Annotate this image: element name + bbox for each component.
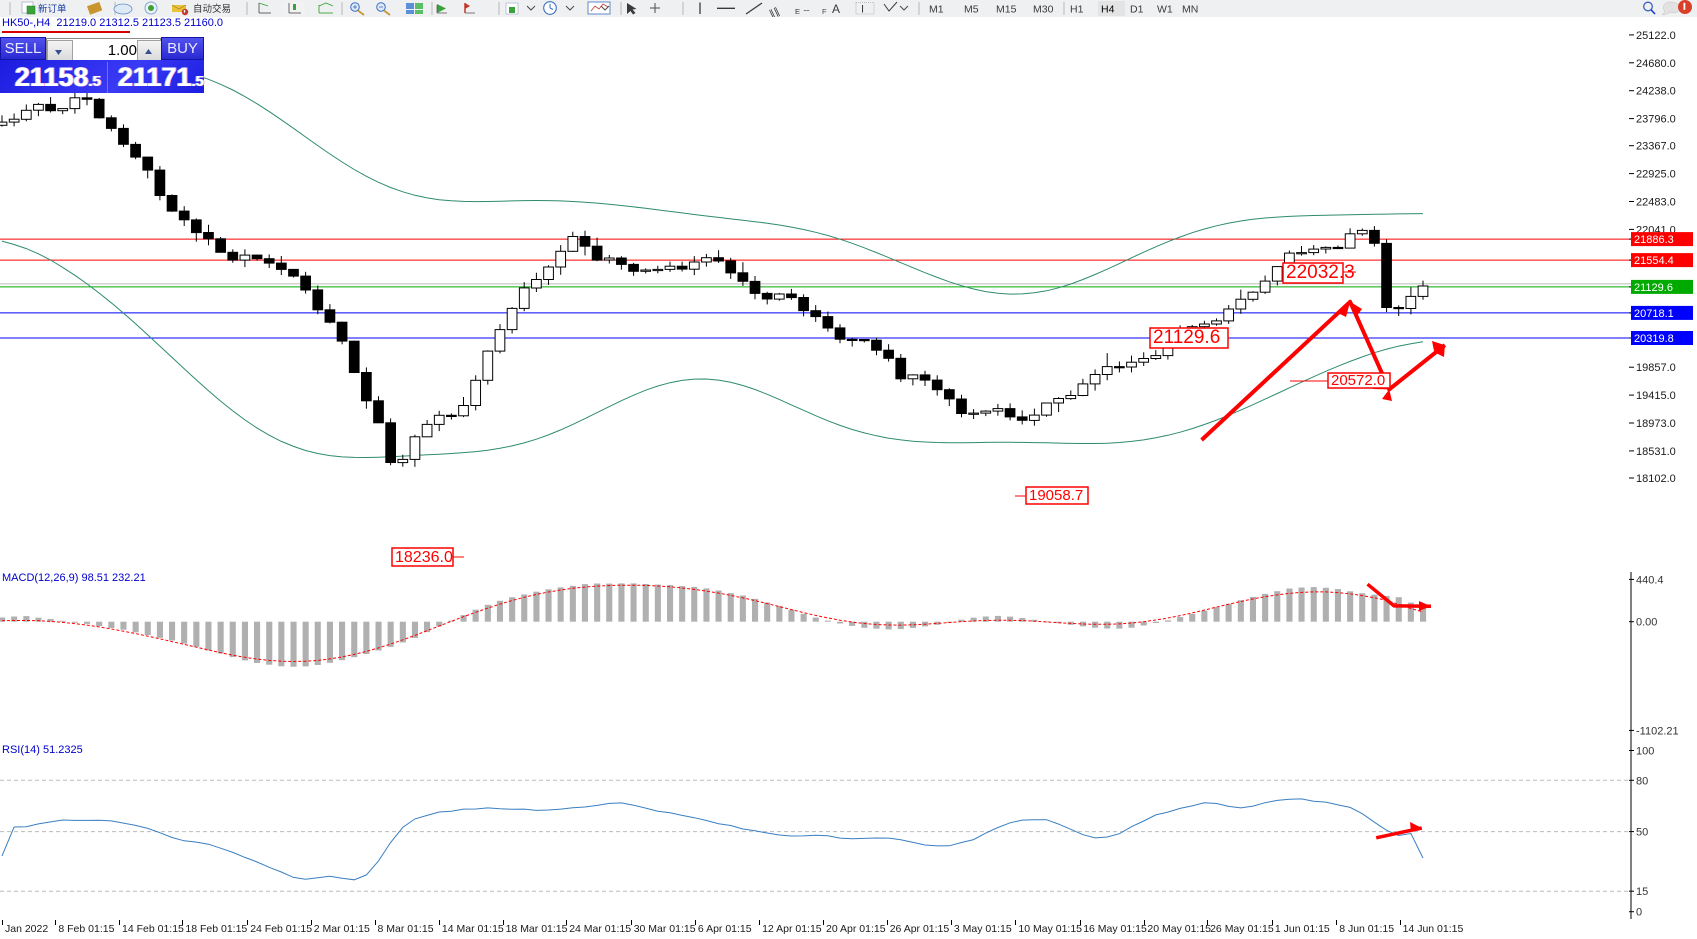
svg-text:-1102.21: -1102.21	[1636, 725, 1679, 737]
svg-text:21129.6: 21129.6	[1153, 327, 1220, 348]
svg-text:23796.0: 23796.0	[1636, 114, 1676, 126]
svg-text:19058.7: 19058.7	[1029, 487, 1083, 504]
svg-text:H4: H4	[1101, 4, 1115, 16]
svg-text:80: 80	[1636, 775, 1648, 787]
svg-text:100: 100	[1636, 746, 1654, 758]
svg-text:23367.0: 23367.0	[1636, 141, 1676, 153]
svg-text:22483.0: 22483.0	[1636, 197, 1676, 209]
svg-text:18236.0: 18236.0	[395, 549, 453, 566]
svg-text:15: 15	[1636, 886, 1648, 898]
svg-text:19857.0: 19857.0	[1636, 362, 1676, 374]
svg-text:自动交易: 自动交易	[193, 3, 231, 15]
svg-text:24238.0: 24238.0	[1636, 86, 1676, 98]
svg-text:18973.0: 18973.0	[1636, 418, 1676, 430]
svg-text:19415.0: 19415.0	[1636, 390, 1676, 402]
svg-text:440.4: 440.4	[1636, 574, 1664, 586]
svg-text:M30: M30	[1033, 4, 1054, 16]
svg-text:新订单: 新订单	[38, 3, 67, 15]
svg-text:M1: M1	[929, 4, 944, 16]
svg-text:A: A	[832, 2, 840, 16]
svg-text:20572.0: 20572.0	[1331, 372, 1385, 389]
svg-text:18102.0: 18102.0	[1636, 473, 1676, 485]
svg-text:20319.8: 20319.8	[1634, 333, 1674, 345]
svg-text:F: F	[822, 7, 827, 16]
svg-text:50: 50	[1636, 827, 1648, 839]
svg-text:18531.0: 18531.0	[1636, 446, 1676, 458]
svg-text:M5: M5	[964, 4, 979, 16]
svg-text:MN: MN	[1182, 4, 1198, 16]
svg-text:22925.0: 22925.0	[1636, 169, 1676, 181]
svg-text:25122.0: 25122.0	[1636, 30, 1676, 42]
svg-text:0.00: 0.00	[1636, 617, 1657, 629]
svg-text:E: E	[795, 7, 800, 16]
svg-text:24680.0: 24680.0	[1636, 58, 1676, 70]
svg-text:D1: D1	[1130, 4, 1144, 16]
svg-text:20718.1: 20718.1	[1634, 308, 1674, 320]
svg-text:H1: H1	[1070, 4, 1084, 16]
svg-text:0: 0	[1636, 907, 1642, 919]
svg-text:21554.4: 21554.4	[1634, 255, 1674, 267]
svg-text:I: I	[861, 4, 864, 16]
svg-text:M15: M15	[996, 4, 1017, 16]
svg-text:....: ....	[803, 3, 810, 13]
svg-text:W1: W1	[1157, 4, 1173, 16]
svg-text:21886.3: 21886.3	[1634, 234, 1674, 246]
svg-text:21129.6: 21129.6	[1634, 282, 1673, 294]
